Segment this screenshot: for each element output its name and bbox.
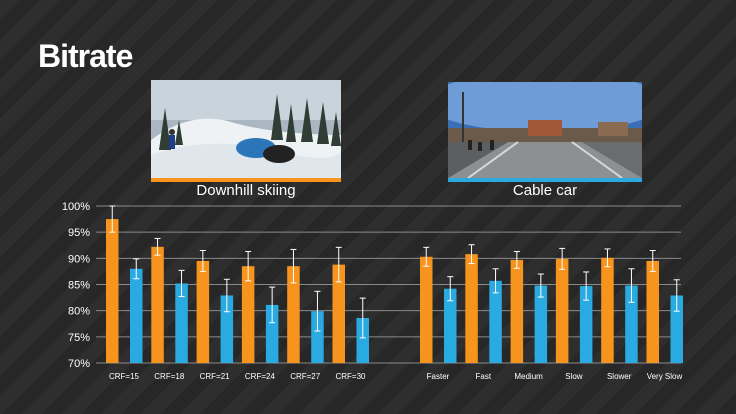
bar [444,288,457,363]
downhill-skiing-thumbnail [151,80,341,182]
bar [579,286,593,363]
bar [555,258,569,363]
x-tick-label: Very Slow [647,372,683,381]
bar [465,254,478,363]
bar [332,264,345,363]
bar [175,283,188,363]
y-tick-label: 100% [62,201,90,213]
bar [287,266,300,363]
x-tick-label: CRF=30 [335,372,366,381]
x-tick-label: Medium [514,372,543,381]
bar [646,260,659,363]
x-tick-label: Slow [565,372,583,381]
bar [151,246,164,363]
bar [601,257,614,363]
bar [130,268,143,363]
cable-car-caption: Cable car [512,182,578,199]
x-tick-label: CRF=21 [200,372,231,381]
bar [510,259,524,363]
bar [220,295,234,363]
downhill-skiing-caption: Downhill skiing [196,182,296,199]
x-tick-label: CRF=18 [154,372,185,381]
x-tick-label: CRF=15 [109,372,140,381]
bar [420,256,433,363]
bar [241,266,255,363]
x-tick-label: Slower [607,372,632,381]
y-tick-label: 90% [68,253,90,265]
y-tick-label: 85% [68,280,90,292]
bar [356,317,369,363]
bar [106,219,119,363]
bar [489,280,502,363]
bar [670,295,683,363]
x-tick-label: Fast [476,372,492,381]
bar [196,260,210,363]
bar [311,311,324,363]
bar [265,304,279,363]
cable-car-thumbnail [448,82,642,182]
y-tick-label: 80% [68,306,90,318]
y-tick-label: 75% [68,332,90,344]
y-tick-label: 70% [68,358,90,370]
x-tick-label: CRF=24 [245,372,276,381]
x-tick-label: Faster [427,372,450,381]
bar [625,285,638,363]
slide-title: Bitrate [38,38,133,74]
bar [534,285,548,363]
x-tick-label: CRF=27 [290,372,321,381]
y-tick-label: 95% [68,227,90,239]
